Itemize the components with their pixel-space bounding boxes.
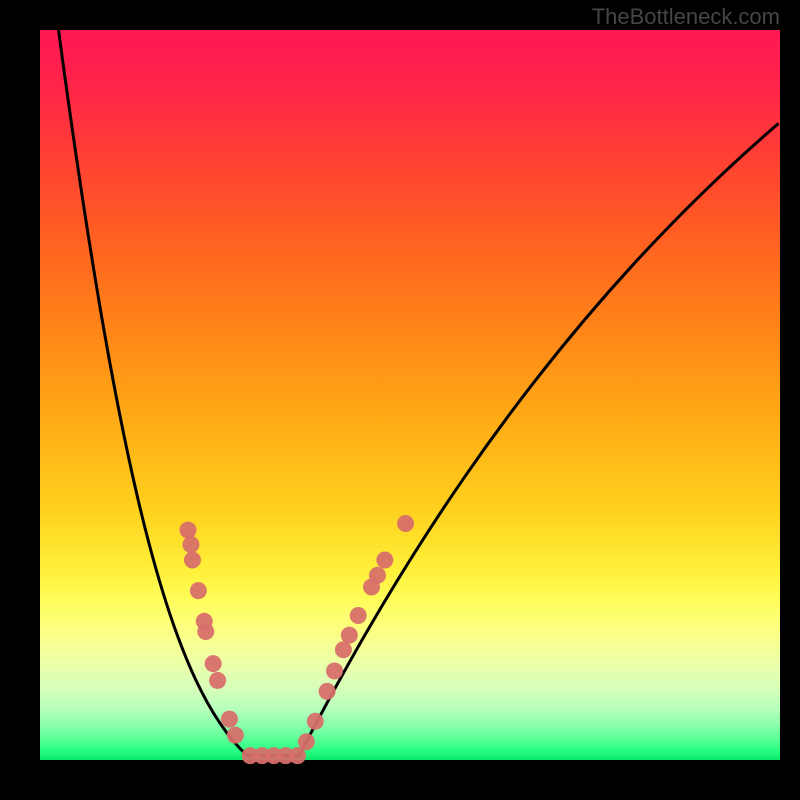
data-point <box>209 672 226 689</box>
data-point <box>221 711 238 728</box>
data-point <box>376 551 393 568</box>
data-point <box>298 733 315 750</box>
data-point <box>197 623 214 640</box>
data-point <box>182 536 199 553</box>
data-point <box>397 515 414 532</box>
data-point <box>326 662 343 679</box>
chart-container: TheBottleneck.com <box>0 0 800 800</box>
plot-background <box>40 30 780 760</box>
data-point <box>190 582 207 599</box>
chart-svg <box>0 0 800 800</box>
data-point <box>307 713 324 730</box>
data-point <box>180 522 197 539</box>
data-point <box>341 627 358 644</box>
data-point <box>369 567 386 584</box>
data-point <box>227 727 244 744</box>
data-point <box>319 683 336 700</box>
data-point <box>205 655 222 672</box>
data-point <box>350 607 367 624</box>
data-point <box>184 551 201 568</box>
data-point <box>335 641 352 658</box>
